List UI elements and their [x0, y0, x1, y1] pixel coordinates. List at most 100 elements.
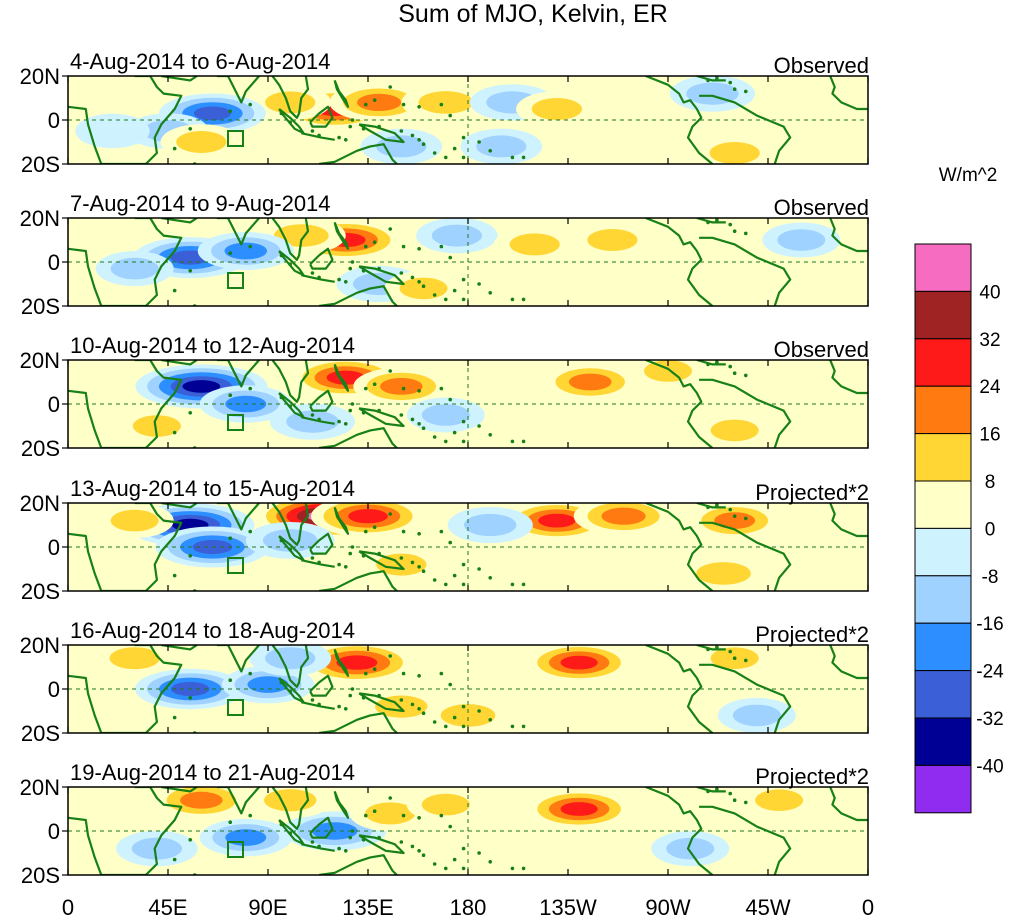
island [461, 866, 466, 871]
lat-label: 20S [21, 294, 60, 319]
island [228, 678, 233, 682]
coastline [829, 76, 868, 111]
island [172, 573, 177, 578]
island [337, 704, 341, 709]
anomaly-field [68, 76, 868, 164]
anomaly-contour [110, 257, 159, 280]
island [317, 844, 321, 849]
island [399, 271, 404, 275]
island [706, 362, 710, 367]
island [732, 371, 737, 376]
island [188, 411, 193, 415]
coastline [358, 265, 405, 286]
lat-label: 20S [21, 152, 60, 177]
anomaly-contour [666, 837, 715, 860]
coastline [68, 76, 183, 164]
island [288, 831, 293, 835]
island [417, 707, 421, 711]
coastline [161, 645, 198, 651]
anomaly-contour [131, 837, 182, 860]
longitude-axis: 0 45E 90E 135E 180 135W 90W 45W 0 [62, 895, 874, 920]
panel-date-range: 4-Aug-2014 to 6-Aug-2014 [70, 49, 331, 74]
island [452, 146, 457, 151]
coastline [271, 360, 310, 403]
coastline [645, 787, 714, 875]
island [448, 255, 453, 260]
anomaly-contour [224, 242, 268, 260]
colorbar-label: 24 [979, 377, 1001, 398]
anomaly-contour [531, 98, 582, 120]
island [715, 360, 719, 365]
lat-label: 20N [20, 775, 60, 800]
anomaly-contour [421, 404, 470, 426]
island [448, 682, 453, 687]
lat-label: 20N [20, 633, 60, 658]
island [488, 576, 493, 580]
island [443, 866, 448, 871]
anomaly-contour [476, 135, 527, 158]
anomaly-contour [709, 142, 760, 164]
anomaly-contour [777, 229, 826, 251]
coastline [216, 645, 260, 673]
coastline [271, 76, 310, 119]
coastline [309, 389, 334, 412]
anomaly-contour [587, 229, 638, 251]
panel-date-range: 19-Aug-2014 to 21-Aug-2014 [70, 760, 355, 785]
coastline [301, 416, 335, 425]
anomaly-contour [421, 793, 470, 816]
island [743, 373, 748, 378]
coastline [301, 274, 335, 283]
island [348, 124, 353, 129]
island [361, 269, 366, 273]
island [417, 674, 421, 678]
island [432, 578, 437, 582]
island [388, 796, 393, 800]
island [448, 397, 453, 402]
island [288, 262, 293, 267]
island [343, 849, 348, 853]
coastline [333, 648, 350, 677]
coastline [301, 701, 335, 710]
anomaly-contour [431, 224, 482, 247]
anomaly-contour [418, 91, 474, 114]
colorbar-swatch [914, 338, 972, 387]
coastline [829, 360, 868, 395]
island [288, 404, 293, 409]
island [461, 297, 466, 302]
coastline [696, 218, 726, 224]
island [728, 364, 733, 369]
island [461, 724, 466, 729]
figure-title: Sum of MJO, Kelvin, ER [398, 0, 668, 28]
panel-date-range: 10-Aug-2014 to 12-Aug-2014 [70, 333, 355, 358]
map-panel: 20N 0 20S 10-Aug-2014 to 12-Aug-2014 Observe… [20, 333, 869, 461]
island [399, 840, 404, 844]
region-box [227, 414, 244, 431]
island [363, 244, 368, 249]
coastline [271, 645, 310, 688]
coastline [696, 360, 726, 366]
coastline [309, 247, 334, 270]
island [439, 386, 444, 391]
island [388, 654, 393, 658]
coastline [318, 854, 398, 875]
island [510, 439, 515, 444]
island [310, 698, 315, 702]
island [310, 413, 315, 417]
island [377, 266, 381, 271]
island [348, 835, 353, 840]
island [310, 556, 315, 560]
map-panel: 20N 0 20S 16-Aug-2014 to 18-Aug-2014 Project… [20, 618, 869, 746]
island [728, 222, 733, 227]
island [348, 266, 353, 271]
island [310, 129, 315, 133]
coastline [216, 787, 260, 815]
island [288, 689, 293, 693]
anomaly-contour [509, 233, 560, 256]
island [361, 411, 366, 415]
island [361, 127, 366, 131]
island [452, 430, 457, 435]
island [432, 720, 437, 724]
colorbar-label: -40 [976, 756, 1003, 777]
island [348, 693, 353, 698]
island [401, 244, 406, 249]
